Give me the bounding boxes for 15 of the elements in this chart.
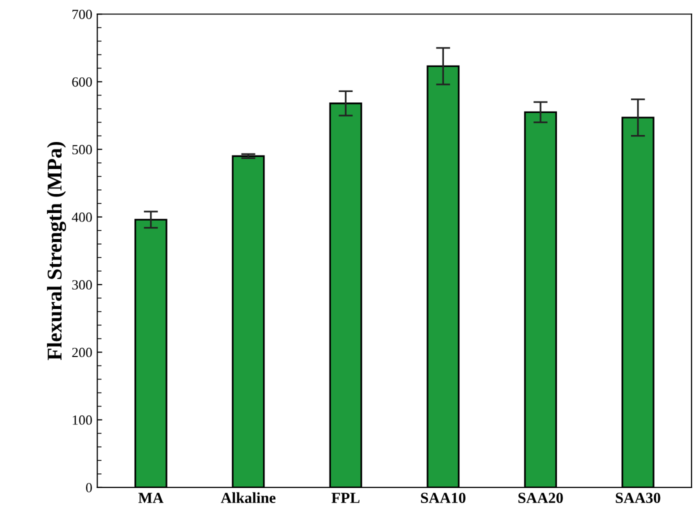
- y-tick-label: 300: [72, 280, 92, 290]
- y-tick-label: 500: [72, 144, 92, 154]
- y-tick-label: 700: [72, 10, 92, 20]
- y-tick-label: 0: [86, 483, 92, 492]
- x-tick-label: SAA20: [518, 492, 563, 504]
- y-tick-label: 100: [72, 415, 92, 425]
- y-tick-label: 600: [72, 77, 92, 87]
- x-tick-label: Alkaline: [220, 492, 276, 504]
- y-tick-label: 200: [72, 348, 92, 358]
- y-axis-title: Flexural Strength (MPa): [46, 142, 66, 360]
- x-tick-label: MA: [138, 492, 164, 503]
- x-tick-label: SAA30: [616, 492, 660, 504]
- x-tick-label: SAA10: [421, 492, 466, 504]
- y-tick-label: 400: [72, 212, 92, 222]
- x-tick-label: FPL: [332, 492, 360, 503]
